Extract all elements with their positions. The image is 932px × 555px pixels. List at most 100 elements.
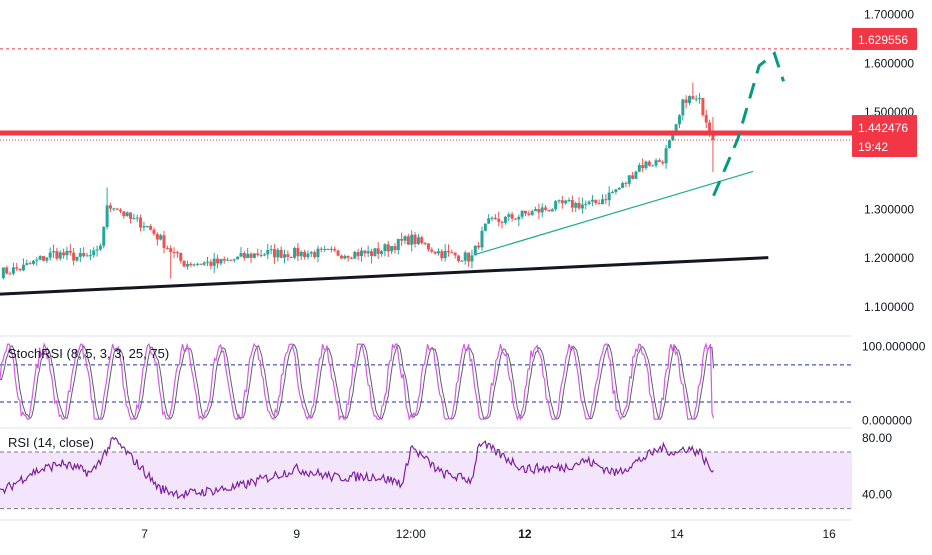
candle-body	[711, 131, 715, 140]
candle-body	[704, 115, 708, 123]
candle-body	[68, 250, 72, 253]
time-tick-label: 12:00	[396, 527, 426, 541]
candle-body	[75, 256, 79, 261]
candle-body	[574, 202, 578, 208]
candle-body	[353, 251, 357, 259]
stochrsi-axis[interactable]: 100.000000 0.000000	[862, 339, 926, 427]
candle-body	[597, 203, 601, 205]
drawing-overlays[interactable]	[0, 48, 852, 296]
candle-body	[470, 255, 474, 262]
candle-body	[510, 214, 514, 219]
rising-trendline[interactable]	[476, 170, 754, 255]
time-tick-label: 16	[822, 527, 836, 541]
candle-body	[262, 254, 266, 256]
rsi-band-fill	[0, 452, 852, 509]
candle-body	[85, 255, 89, 257]
candle-body	[380, 251, 384, 254]
candle-body	[433, 251, 437, 254]
candle-body	[376, 248, 380, 254]
candle-body	[112, 208, 116, 210]
candle-body	[279, 249, 283, 258]
candle-body	[25, 263, 29, 265]
candle-body	[219, 258, 223, 264]
stochrsi-legend-title[interactable]: StochRSI (8, 5, 3, 3, 25, 75)	[8, 346, 169, 361]
candle-body	[473, 245, 477, 256]
candle-body	[440, 251, 444, 259]
candle-body	[403, 236, 407, 241]
candle-body	[326, 249, 330, 251]
price-tick-label: 1.700000	[864, 8, 914, 22]
candle-body	[370, 251, 374, 257]
candle-body	[62, 252, 66, 256]
candle-body	[674, 124, 678, 132]
candle-body	[359, 250, 363, 257]
candle-body	[537, 209, 541, 213]
candle-body	[477, 245, 481, 248]
candle-body	[272, 249, 276, 258]
candle-body	[577, 202, 581, 209]
candle-body	[698, 97, 702, 99]
candle-body	[560, 200, 564, 204]
candle-body	[691, 96, 695, 99]
candle-body	[246, 253, 250, 258]
candle-body	[5, 267, 9, 274]
time-tick-label: 9	[293, 527, 300, 541]
candle-body	[239, 253, 243, 257]
candle-body	[179, 252, 183, 261]
candle-body	[436, 251, 440, 254]
candle-body	[306, 253, 310, 258]
candle-body	[480, 230, 484, 248]
candle-body	[677, 115, 681, 125]
candle-body	[651, 165, 655, 167]
stochrsi-pane[interactable]	[0, 342, 852, 422]
projection-path[interactable]	[712, 51, 785, 197]
candle-body	[102, 226, 106, 246]
time-axis[interactable]: 7 9 12:00 12 14 16	[0, 519, 852, 541]
rsi-axis[interactable]: 80.00 40.00	[862, 431, 892, 502]
candle-body	[453, 252, 457, 256]
candle-body	[339, 255, 343, 259]
candle-body	[256, 253, 260, 256]
candle-body	[242, 253, 246, 258]
candle-body	[276, 249, 280, 258]
candle-body	[634, 171, 638, 179]
candle-body	[222, 258, 226, 261]
candle-body	[182, 260, 186, 267]
target-price-value: 1.629556	[858, 33, 908, 47]
candle-body	[393, 246, 397, 251]
candle-body	[108, 205, 112, 209]
candle-body	[286, 254, 290, 257]
candle-body	[567, 200, 571, 202]
candle-body	[654, 160, 658, 166]
price-tick-label: 1.100000	[864, 300, 914, 314]
candle-body	[534, 209, 538, 212]
candle-body	[590, 199, 594, 202]
candle-body	[487, 218, 491, 224]
candle-body	[11, 267, 15, 274]
candle-body	[82, 253, 86, 257]
candle-body	[524, 210, 528, 214]
candle-body	[570, 200, 574, 208]
rsi-legend-title[interactable]: RSI (14, close)	[8, 435, 94, 450]
candle-body	[637, 165, 641, 172]
rsi-pane[interactable]	[0, 436, 852, 510]
candle-body	[52, 251, 56, 253]
candle-body	[621, 183, 625, 188]
support-trendline[interactable]	[0, 256, 769, 296]
candle-body	[155, 233, 159, 240]
candle-body	[88, 255, 92, 257]
candle-body	[661, 161, 665, 164]
candle-body	[259, 255, 263, 257]
candle-body	[694, 98, 698, 100]
candle-body	[159, 235, 163, 240]
candle-body	[557, 200, 561, 202]
price-tick-label: 1.300000	[864, 202, 914, 216]
candle-body	[209, 261, 213, 266]
candle-body	[604, 199, 608, 201]
candle-body	[520, 210, 524, 217]
candle-body	[701, 97, 705, 116]
candle-body	[165, 247, 169, 249]
candle-body	[199, 263, 203, 265]
candle-body	[430, 249, 434, 252]
